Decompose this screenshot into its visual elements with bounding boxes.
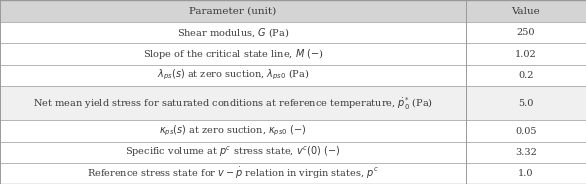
Bar: [0, 86, 586, 121]
Text: 250: 250: [517, 28, 535, 37]
Bar: [0, 121, 586, 142]
Text: Parameter (unit): Parameter (unit): [189, 7, 277, 16]
Text: 0.05: 0.05: [515, 127, 537, 136]
Text: $\kappa_{ps}(s)$ at zero suction, $\kappa_{ps0}$ $(-)$: $\kappa_{ps}(s)$ at zero suction, $\kapp…: [159, 124, 306, 138]
Text: Value: Value: [512, 7, 540, 16]
Text: 3.32: 3.32: [515, 148, 537, 157]
Bar: [0, 65, 586, 86]
Text: 1.02: 1.02: [515, 49, 537, 59]
Text: Slope of the critical state line, $\mathit{M}$ $(-$): Slope of the critical state line, $\math…: [142, 47, 323, 61]
Text: 0.2: 0.2: [518, 71, 534, 80]
Text: Shear modulus, $\mathit{G}$ (Pa): Shear modulus, $\mathit{G}$ (Pa): [176, 26, 289, 39]
Bar: [0, 163, 586, 184]
Bar: [0, 142, 586, 163]
Text: Reference stress state for $v-\dot{p}$ relation in virgin states, $p^{c}$: Reference stress state for $v-\dot{p}$ r…: [87, 166, 379, 181]
Bar: [0, 43, 586, 65]
Text: $\lambda_{ps}(s)$ at zero suction, $\lambda_{ps0}$ (Pa): $\lambda_{ps}(s)$ at zero suction, $\lam…: [156, 68, 309, 82]
Text: Specific volume at $p^{c}$ stress state, $v^{c}(0)$ $(-)$: Specific volume at $p^{c}$ stress state,…: [125, 145, 340, 159]
Text: 5.0: 5.0: [518, 99, 534, 108]
Text: Net mean yield stress for saturated conditions at reference temperature, $\dot{p: Net mean yield stress for saturated cond…: [33, 95, 433, 112]
Bar: [0, 0, 586, 22]
Text: 1.0: 1.0: [518, 169, 534, 178]
Bar: [0, 22, 586, 43]
